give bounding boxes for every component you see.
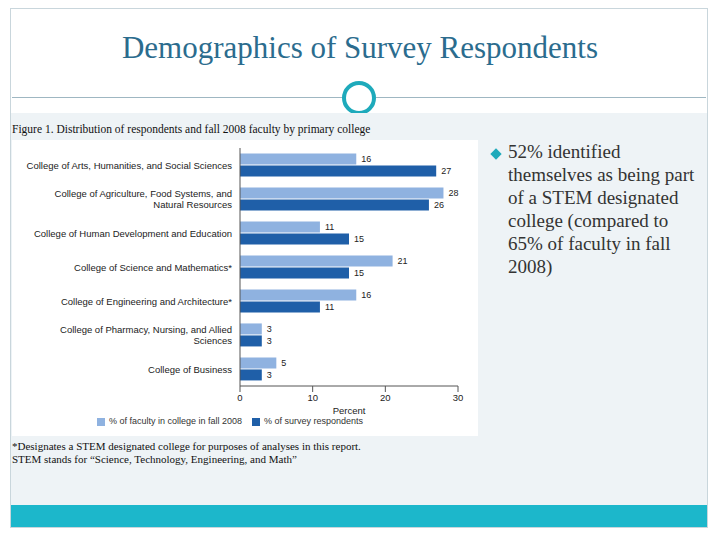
svg-text:3: 3 [267,324,272,334]
svg-text:College of Arts, Humanities, a: College of Arts, Humanities, and Social … [27,160,233,171]
html-text:% of survey respondents: % of survey respondents [264,416,364,426]
svg-text:21: 21 [398,256,408,266]
html-text:52% identified themselves as b: 52% identified themselves as being part … [508,141,695,277]
svg-text:11: 11 [325,222,334,232]
svg-text:College of Pharmacy, Nursing,: College of Pharmacy, Nursing, and Allied… [60,324,232,346]
svg-text:3: 3 [267,370,272,380]
svg-text:10: 10 [307,392,318,403]
html-text:STEM stands for “Science, Tech: STEM stands for “Science, Technology, En… [12,453,297,465]
svg-text:College of Human Development a: College of Human Development and Educati… [34,228,232,239]
svg-text:Percent: Percent [333,405,366,416]
html-text:% of faculty in college in fal: % of faculty in college in fall 2008 [108,416,242,426]
svg-text:27: 27 [441,166,451,176]
svg-text:15: 15 [354,234,364,244]
svg-text:5: 5 [281,358,286,368]
html-text:*Designates a STEM designated: *Designates a STEM designated college fo… [12,440,361,452]
svg-text:16: 16 [361,154,371,164]
html-text:Figure 1. Distribution of resp: Figure 1. Distribution of respondents an… [12,123,371,135]
svg-text:0: 0 [237,392,242,403]
svg-text:15: 15 [354,268,364,278]
svg-text:30: 30 [453,392,464,403]
svg-text:28: 28 [448,188,458,198]
svg-text:11: 11 [325,302,334,312]
svg-text:College of Engineering and Arc: College of Engineering and Architecture* [61,296,232,307]
svg-text:20: 20 [380,392,391,403]
svg-text:College of Agriculture, Food S: College of Agriculture, Food Systems, an… [55,188,233,210]
svg-text:College of Science and Mathema: College of Science and Mathematics* [74,262,232,273]
html-text:Demographics of Survey Respond: Demographics of Survey Respondents [121,30,599,65]
svg-text:26: 26 [434,200,444,210]
svg-text:College of Business: College of Business [148,364,232,375]
svg-text:16: 16 [361,290,371,300]
svg-text:3: 3 [267,336,272,346]
